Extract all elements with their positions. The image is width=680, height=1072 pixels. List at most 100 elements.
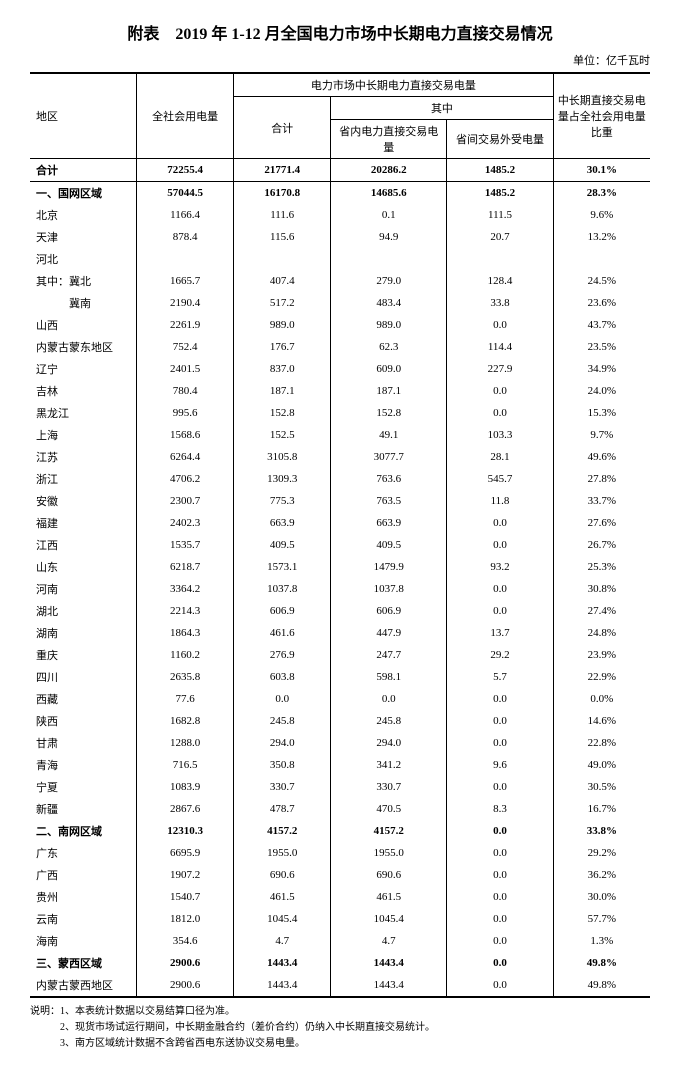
table-cell: 甘肃 [30, 732, 137, 754]
table-cell: 23.5% [553, 336, 650, 358]
table-cell: 12310.3 [137, 820, 234, 842]
table-cell: 30.0% [553, 886, 650, 908]
table-cell: 1160.2 [137, 644, 234, 666]
table-cell: 545.7 [447, 468, 553, 490]
table-cell: 14.6% [553, 710, 650, 732]
table-cell: 752.4 [137, 336, 234, 358]
table-header: 地区 全社会用电量 电力市场中长期电力直接交易电量 中长期直接交易电量占全社会用… [30, 73, 650, 159]
table-cell: 0.0 [447, 820, 553, 842]
table-row: 重庆1160.2276.9247.729.223.9% [30, 644, 650, 666]
header-sum: 合计 [234, 97, 331, 159]
table-cell: 598.1 [331, 666, 447, 688]
table-cell: 8.3 [447, 798, 553, 820]
table-cell: 775.3 [234, 490, 331, 512]
table-cell: 广西 [30, 864, 137, 886]
table-row: 四川2635.8603.8598.15.722.9% [30, 666, 650, 688]
table-row: 内蒙古蒙西地区2900.61443.41443.40.049.8% [30, 974, 650, 997]
table-cell: 29.2 [447, 644, 553, 666]
table-cell: 21771.4 [234, 159, 331, 182]
table-cell: 247.7 [331, 644, 447, 666]
table-cell: 24.0% [553, 380, 650, 402]
table-title: 附表 2019 年 1-12 月全国电力市场中长期电力直接交易情况 [30, 20, 650, 44]
table-cell: 0.0 [447, 380, 553, 402]
table-cell: 28.3% [553, 182, 650, 205]
table-cell: 407.4 [234, 270, 331, 292]
table-row: 江西1535.7409.5409.50.026.7% [30, 534, 650, 556]
table-cell: 27.8% [553, 468, 650, 490]
table-cell: 0.0 [447, 402, 553, 424]
table-cell: 279.0 [331, 270, 447, 292]
table-cell: 1485.2 [447, 159, 553, 182]
table-row: 青海716.5350.8341.29.649.0% [30, 754, 650, 776]
header-intra: 省内电力直接交易电量 [331, 120, 447, 159]
table-cell: 4157.2 [331, 820, 447, 842]
table-cell: 111.5 [447, 204, 553, 226]
table-cell: 341.2 [331, 754, 447, 776]
table-cell: 1573.1 [234, 556, 331, 578]
table-cell: 3364.2 [137, 578, 234, 600]
table-cell: 330.7 [234, 776, 331, 798]
table-cell: 663.9 [234, 512, 331, 534]
table-row: 广东6695.91955.01955.00.029.2% [30, 842, 650, 864]
table-cell: 409.5 [331, 534, 447, 556]
table-cell: 重庆 [30, 644, 137, 666]
table-cell: 461.5 [331, 886, 447, 908]
table-cell: 49.8% [553, 974, 650, 997]
table-cell: 72255.4 [137, 159, 234, 182]
table-cell: 1037.8 [234, 578, 331, 600]
table-cell: 470.5 [331, 798, 447, 820]
table-cell: 989.0 [331, 314, 447, 336]
table-cell: 461.5 [234, 886, 331, 908]
table-row: 北京1166.4111.60.1111.59.6% [30, 204, 650, 226]
header-region: 地区 [30, 73, 137, 159]
table-cell: 716.5 [137, 754, 234, 776]
table-cell: 152.8 [234, 402, 331, 424]
table-row: 湖南1864.3461.6447.913.724.8% [30, 622, 650, 644]
table-cell: 152.8 [331, 402, 447, 424]
table-cell: 29.2% [553, 842, 650, 864]
table-cell: 2900.6 [137, 952, 234, 974]
table-cell: 33.8 [447, 292, 553, 314]
table-cell: 江西 [30, 534, 137, 556]
table-row: 二、南网区域12310.34157.24157.20.033.8% [30, 820, 650, 842]
table-cell: 30.5% [553, 776, 650, 798]
table-cell: 1288.0 [137, 732, 234, 754]
notes: 说明：1、本表统计数据以交易结算口径为准。 2、现货市场试运行期间，中长期金融合… [30, 1004, 650, 1052]
table-cell: 1955.0 [234, 842, 331, 864]
table-cell: 23.9% [553, 644, 650, 666]
table-cell: 245.8 [234, 710, 331, 732]
table-cell: 0.0 [447, 512, 553, 534]
table-cell: 4.7 [234, 930, 331, 952]
table-cell: 2900.6 [137, 974, 234, 997]
table-cell: 49.8% [553, 952, 650, 974]
table-row: 陕西1682.8245.8245.80.014.6% [30, 710, 650, 732]
table-cell: 宁夏 [30, 776, 137, 798]
table-cell: 24.5% [553, 270, 650, 292]
table-row: 宁夏1083.9330.7330.70.030.5% [30, 776, 650, 798]
table-cell: 603.8 [234, 666, 331, 688]
table-row: 安徽2300.7775.3763.511.833.7% [30, 490, 650, 512]
table-cell: 25.3% [553, 556, 650, 578]
table-cell: 350.8 [234, 754, 331, 776]
table-cell: 115.6 [234, 226, 331, 248]
table-row: 内蒙古蒙东地区752.4176.762.3114.423.5% [30, 336, 650, 358]
table-cell: 9.7% [553, 424, 650, 446]
table-row: 山东6218.71573.11479.993.225.3% [30, 556, 650, 578]
table-cell: 0.0 [447, 776, 553, 798]
table-cell: 1045.4 [234, 908, 331, 930]
header-ratio: 中长期直接交易电量占全社会用电量比重 [553, 73, 650, 159]
table-cell: 606.9 [234, 600, 331, 622]
table-row: 合计72255.421771.420286.21485.230.1% [30, 159, 650, 182]
table-cell: 62.3 [331, 336, 447, 358]
table-cell: 28.1 [447, 446, 553, 468]
table-row: 贵州1540.7461.5461.50.030.0% [30, 886, 650, 908]
table-cell: 23.6% [553, 292, 650, 314]
table-row: 一、国网区域57044.516170.814685.61485.228.3% [30, 182, 650, 205]
table-cell: 一、国网区域 [30, 182, 137, 205]
table-cell: 浙江 [30, 468, 137, 490]
table-cell: 3105.8 [234, 446, 331, 468]
table-cell: 1955.0 [331, 842, 447, 864]
table-cell: 447.9 [331, 622, 447, 644]
table-cell: 276.9 [234, 644, 331, 666]
table-cell: 吉林 [30, 380, 137, 402]
